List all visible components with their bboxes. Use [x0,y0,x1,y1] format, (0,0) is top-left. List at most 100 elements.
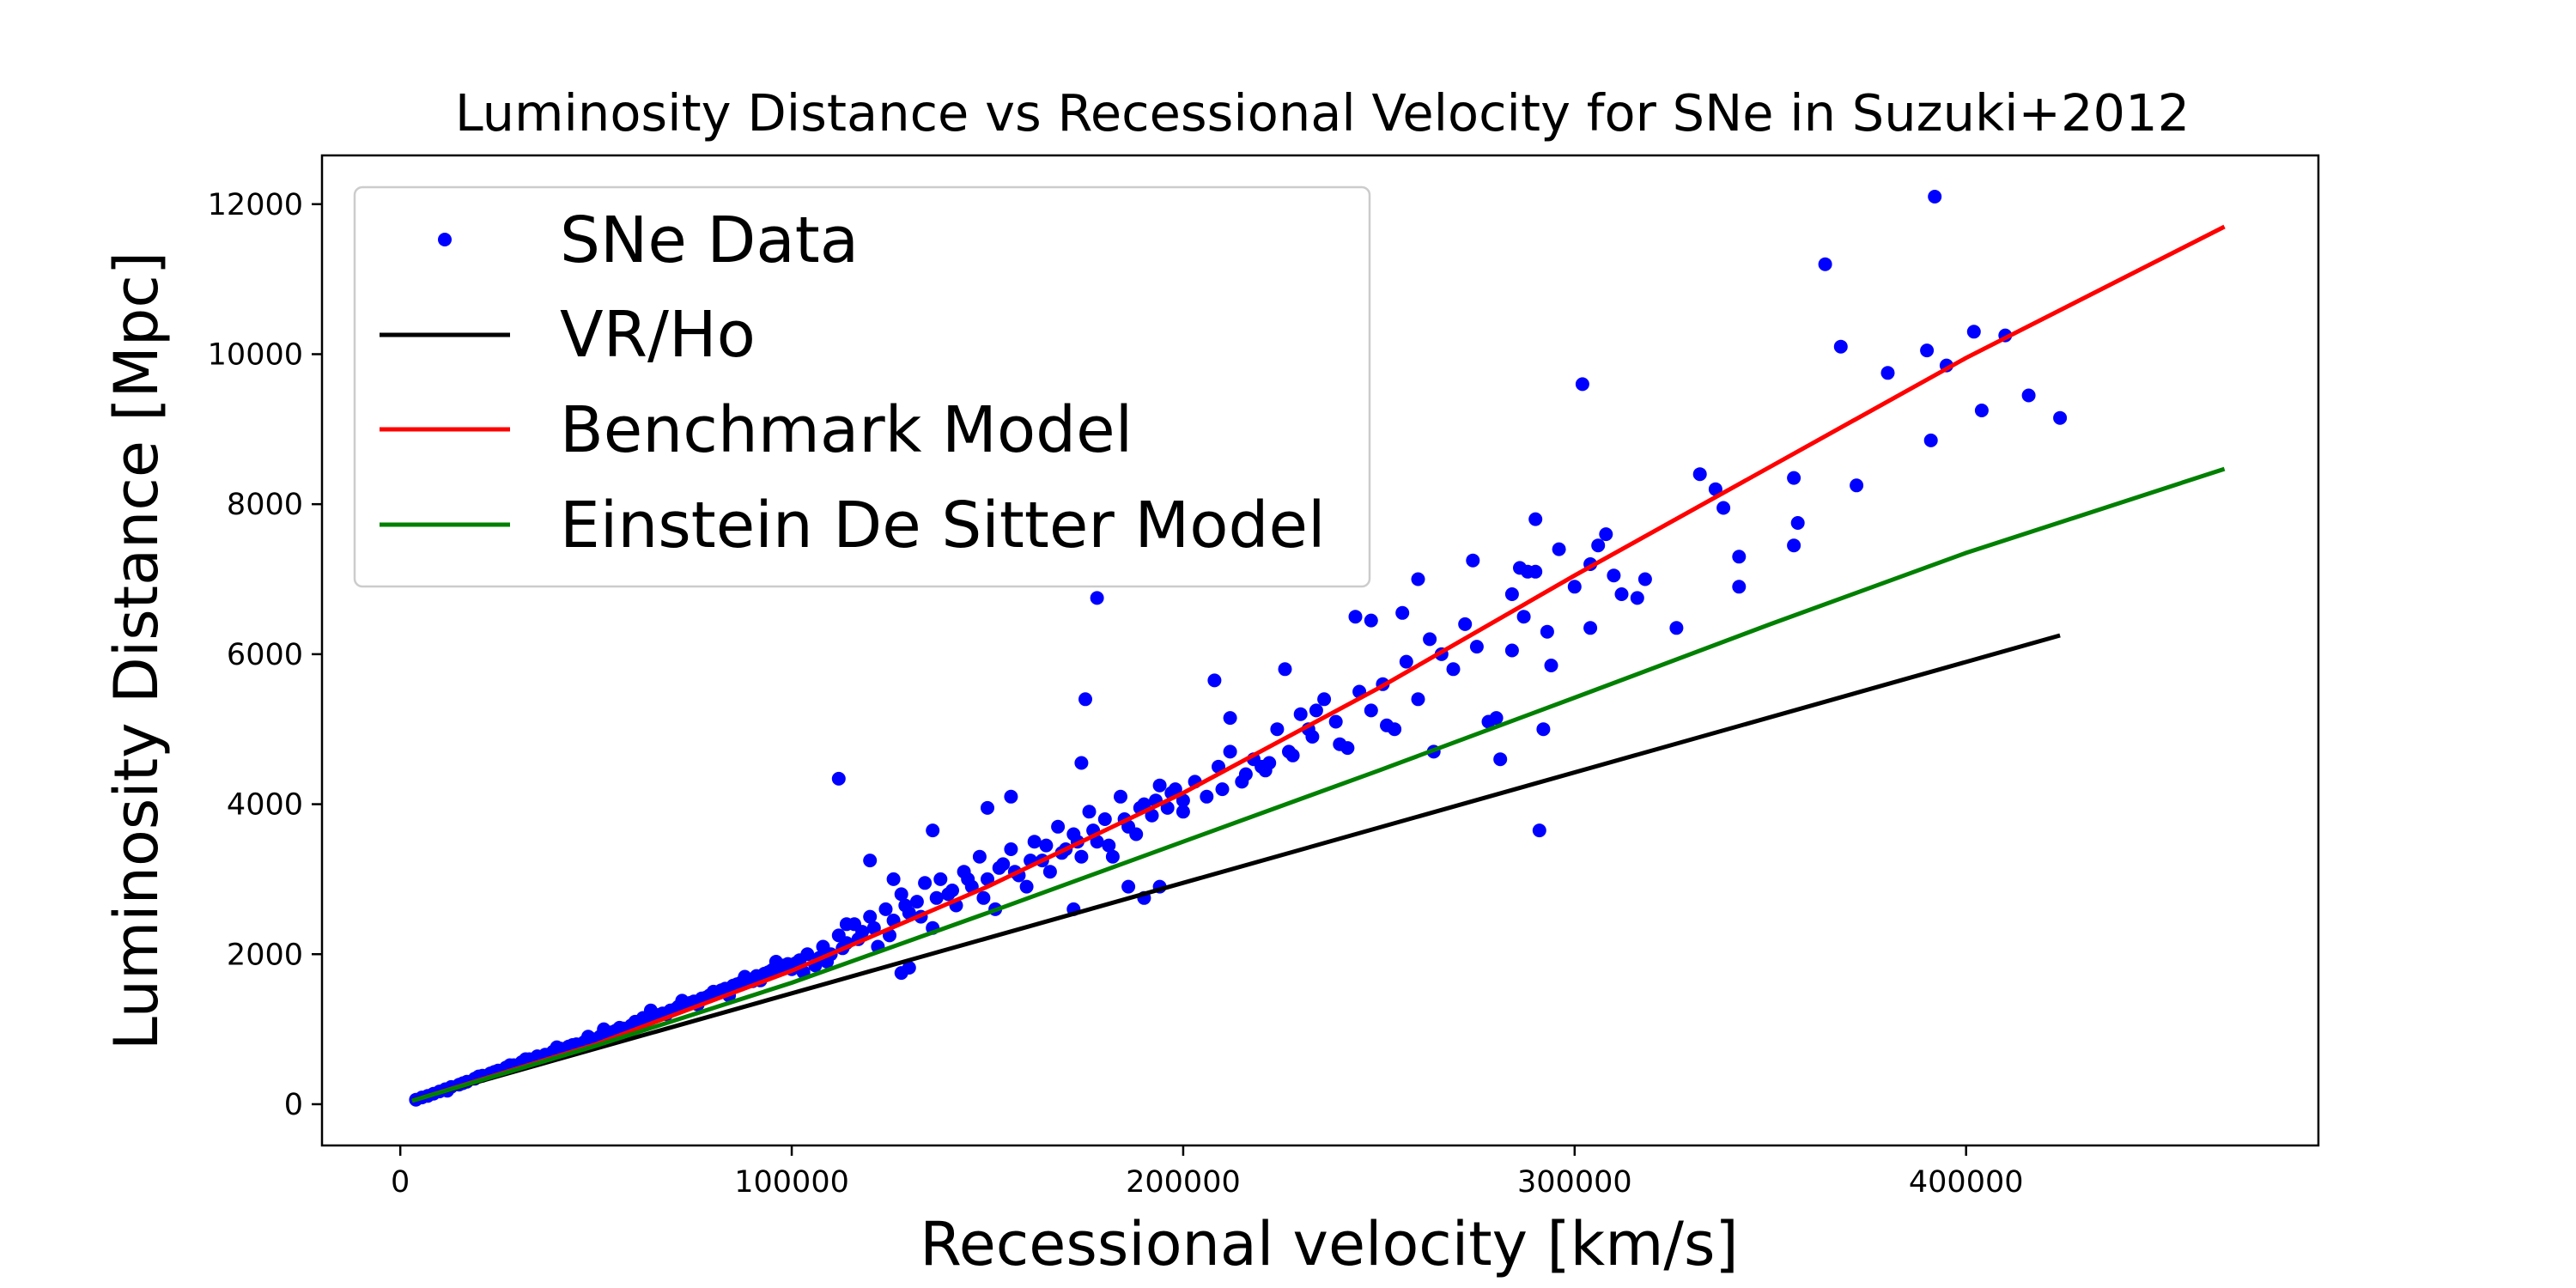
sne-data-point [929,890,944,905]
sne-data-point [1051,819,1066,834]
sne-data-point [1200,789,1214,804]
sne-data-point [1540,624,1554,639]
sne-data-point [972,849,987,864]
sne-data-point [1591,538,1606,553]
sne-data-point [1207,673,1222,688]
sne-data-point [831,771,846,786]
sne-data-point [1446,662,1461,677]
sne-data-point [1466,553,1480,568]
sne-data-point [1285,748,1300,762]
chart-title: Luminosity Distance vs Recessional Veloc… [455,83,2190,143]
sne-data-point [1966,325,1981,339]
sne-data-point [1920,343,1935,358]
sne-data-point [1223,744,1237,759]
sne-data-point [1423,632,1437,647]
sne-data-point [1145,808,1159,823]
sne-data-point [1599,527,1613,542]
sne-data-point [1102,838,1116,853]
sne-data-point [1293,707,1308,721]
sne-data-point [1160,800,1175,815]
sne-data-point [730,977,744,992]
sne-data-point [1469,640,1484,654]
sne-data-point [1928,190,1942,204]
series-layer [409,190,2226,1107]
sne-data-point [933,872,948,886]
y-tick-label: 10000 [208,337,303,372]
sne-data-point [1097,812,1112,826]
sne-data-point [1528,512,1543,526]
sne-data-point [1787,471,1801,485]
sne-data-point [1493,752,1508,767]
sne-data-point [1176,805,1190,819]
legend-label-eds: Einstein De Sitter Model [560,489,1326,562]
sne-data-point [1395,605,1410,620]
sne-data-point [635,1011,650,1025]
sne-data-point [1614,587,1629,601]
sne-data-point [1532,823,1546,838]
sne-data-point [1270,722,1285,737]
sne-data-point [918,876,933,890]
sne-data-point [886,872,901,886]
sne-data-point [863,909,878,924]
sne-data-point [1669,621,1684,635]
sne-data-point [1716,501,1731,515]
sne-data-point [981,800,994,815]
sne-data-point [863,854,878,868]
sne-data-point [1504,643,1519,658]
sne-data-point [1090,591,1104,605]
sne-data-point [1223,711,1237,726]
sne-data-point [1880,366,1895,380]
sne-data-point [898,898,913,913]
sne-data-point [992,860,1006,875]
sne-data-point [1039,838,1054,853]
sne-data-point [902,961,916,975]
y-tick-label: 8000 [227,488,303,522]
sne-data-point [1790,516,1805,530]
plot-area-frame [320,154,2320,1147]
sne-data-point [1364,613,1378,628]
sne-data-point [1787,538,1801,553]
sne-data-point [1818,257,1832,271]
sne-data-point [2021,388,2036,403]
sne-data-point [1309,703,1323,718]
sne-data-point [776,958,791,973]
y-tick-label: 2000 [227,938,303,972]
sne-data-point [866,920,881,935]
sne-data-point [909,895,924,909]
sne-data-point [1364,703,1378,718]
sne-data-point [1637,572,1652,586]
sne-data-point [1411,572,1425,586]
sne-data-point [1516,610,1531,624]
sne-data-point [894,887,908,902]
sne-data-point [1607,568,1621,583]
sne-data-point [550,1040,564,1054]
sne-data-point [1504,587,1519,601]
sne-data-point [1521,564,1535,579]
sne-data-point [1923,433,1938,447]
sne-data-point [1004,842,1018,856]
sne-data-point [1262,756,1277,770]
sne-data-point [761,965,775,980]
sne-data-point [1152,778,1167,793]
sne-data-point [1833,339,1848,354]
sne-data-point [1732,580,1747,594]
x-tick-label: 400000 [1909,1165,2024,1200]
legend-label-benchmark: Benchmark Model [560,393,1133,467]
sne-data-point [1328,714,1343,729]
x-tick-label: 100000 [734,1165,849,1200]
sne-data-point [926,823,940,838]
legend-marker-sne [438,233,452,246]
sne-data-point [1411,692,1425,707]
sne-data-point [1215,782,1230,797]
legend-label-vrho: VR/Ho [560,298,756,372]
y-tick-label: 12000 [208,188,303,222]
y-tick-label: 0 [284,1088,303,1122]
sne-data-point [1074,756,1089,770]
sne-data-point [1027,835,1042,849]
x-tick-label: 300000 [1517,1165,1632,1200]
sne-data-point [976,890,991,905]
y-axis-label: Luminosity Distance [Mpc] [101,252,172,1050]
sne-data-point [1129,827,1144,841]
ticks-layer: 0 100000 200000 300000 400000 0 2000 4000 6000 80… [208,188,2024,1200]
